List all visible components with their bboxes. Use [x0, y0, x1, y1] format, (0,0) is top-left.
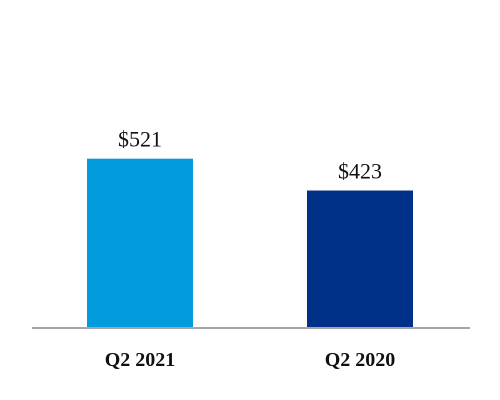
category-label-q2-2020: Q2 2020: [325, 349, 396, 371]
data-label-q2-2021: $521: [118, 127, 162, 152]
bars-layer: [87, 158, 413, 328]
category-label-q2-2021: Q2 2021: [105, 349, 176, 371]
data-labels-layer: $521 $423: [118, 127, 382, 184]
data-label-q2-2020: $423: [338, 159, 382, 184]
bar-q2-2020: [307, 190, 413, 328]
bar-q2-2021: [87, 158, 193, 328]
category-labels-layer: Q2 2021 Q2 2020: [105, 349, 396, 371]
